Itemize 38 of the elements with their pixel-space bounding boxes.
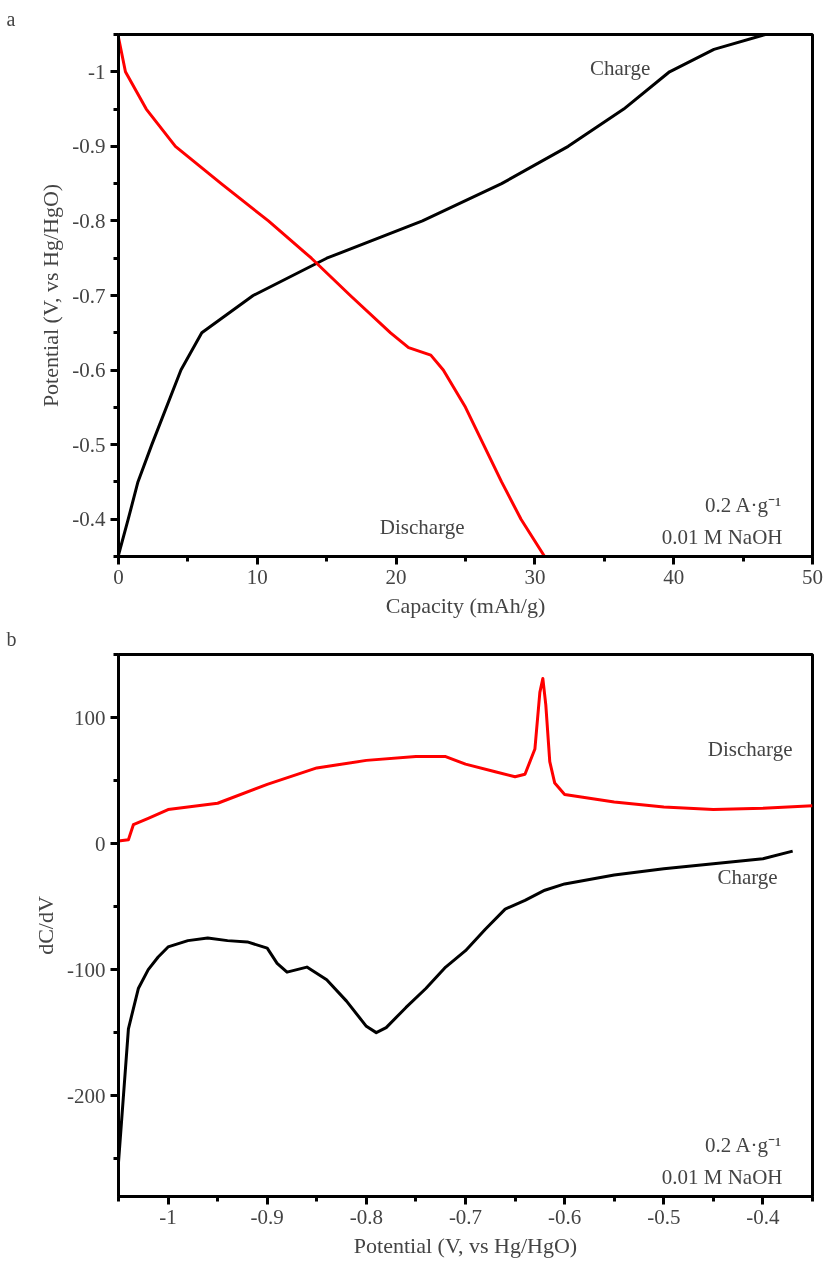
y-tick-label: 100 <box>74 705 106 730</box>
chart-title: b <box>6 627 17 650</box>
x-tick-label: 40 <box>663 564 685 589</box>
y-tick-label: -0.8 <box>72 208 106 233</box>
y-tick-label: -0.5 <box>72 432 106 457</box>
y-tick-label: -0.9 <box>72 134 106 159</box>
x-tick-label: -0.4 <box>746 1204 781 1229</box>
y-axis-title: dC/dV <box>33 896 59 955</box>
y-tick-label: -1 <box>88 59 106 84</box>
chart-title: a <box>6 7 16 30</box>
annotation: 0.01 M NaOH <box>661 1164 783 1189</box>
y-tick-label: -200 <box>67 1083 106 1108</box>
y-axis-title: Potential (V, vs Hg/HgO) <box>38 183 64 408</box>
series-label: Charge <box>717 865 778 890</box>
annotation: 0.2 A·g⁻¹ <box>705 492 782 517</box>
text: Discharge <box>379 514 465 539</box>
x-tick-label: 20 <box>385 564 407 589</box>
annotation: 0.01 M NaOH <box>661 524 783 549</box>
x-tick-label: -0.6 <box>548 1204 582 1229</box>
x-tick-label: -0.9 <box>250 1204 284 1229</box>
y-tick-label: 0 <box>95 831 106 856</box>
text: Discharge <box>707 736 793 761</box>
y-tick-label: -0.6 <box>72 358 106 383</box>
y-tick-label: -100 <box>67 957 106 982</box>
x-axis-title: Potential (V, vs Hg/HgO) <box>353 1232 578 1258</box>
y-tick-label: -0.7 <box>72 283 106 308</box>
x-tick-label: 0 <box>113 564 124 589</box>
annotation: 0.2 A·g⁻¹ <box>705 1132 782 1157</box>
series-label: Charge <box>590 55 651 80</box>
x-tick-label: -0.7 <box>448 1204 483 1229</box>
x-tick-label: -1 <box>159 1204 177 1229</box>
x-tick-label: 30 <box>524 564 546 589</box>
x-tick-label: 10 <box>246 564 268 589</box>
x-tick-label: 50 <box>802 564 823 589</box>
y-tick-label: -0.4 <box>72 507 106 532</box>
x-tick-label: -0.8 <box>349 1204 383 1229</box>
x-axis-title: Capacity (mAh/g) <box>385 592 546 618</box>
x-tick-label: -0.5 <box>647 1204 681 1229</box>
